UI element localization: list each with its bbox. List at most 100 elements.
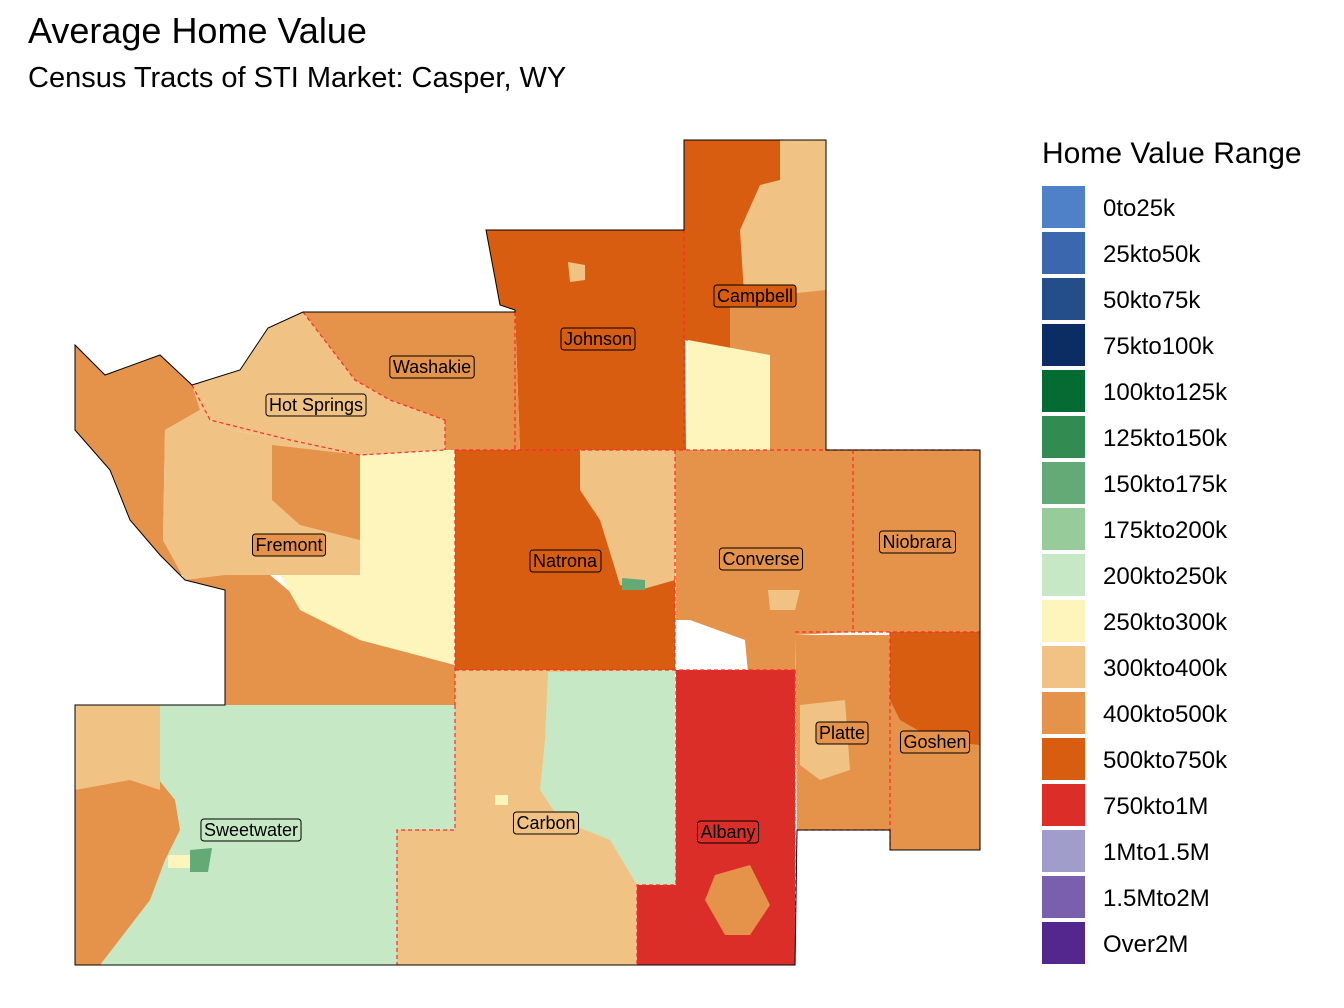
county-label-text: Goshen — [903, 732, 966, 752]
tract-polygon — [622, 578, 645, 590]
state-outline-polygon — [74, 139, 981, 966]
tract-fills — [75, 140, 980, 965]
county-label-box — [512, 811, 580, 835]
county-border — [302, 311, 446, 421]
legend-label: 200kto250k — [1103, 563, 1228, 590]
legend-label: 300kto400k — [1103, 655, 1228, 682]
tract-polygon — [730, 290, 826, 450]
county-label-box — [200, 818, 302, 842]
legend-label: 500kto750k — [1103, 747, 1228, 774]
legend-label: 125kto150k — [1103, 425, 1228, 452]
legend-swatch — [1042, 324, 1085, 366]
county-label-box — [696, 820, 760, 844]
legend-label: 250kto300k — [1103, 609, 1228, 636]
county-label: Sweetwater — [200, 818, 302, 842]
tract-polygon — [75, 705, 160, 790]
county-label: Carbon — [512, 811, 580, 835]
legend-swatch — [1042, 462, 1085, 504]
legend-label: 50kto75k — [1103, 287, 1201, 314]
county-label-box — [389, 355, 475, 379]
tract-polygon — [75, 760, 180, 965]
choropleth-map: Campbell Johnson Washakie Hot Springs Fremon… — [74, 139, 981, 966]
legend-swatch — [1042, 278, 1085, 320]
legend-swatch — [1042, 830, 1085, 872]
county-label: Goshen — [899, 730, 971, 754]
tract-polygon — [272, 445, 360, 540]
legend-swatch — [1042, 876, 1085, 918]
legend-item: 0to25k — [1042, 186, 1342, 230]
legend-label: 0to25k — [1103, 195, 1176, 222]
legend-swatch — [1042, 600, 1085, 642]
legend-swatch — [1042, 370, 1085, 412]
legend-item: 50kto75k — [1042, 278, 1342, 322]
county-label-box — [713, 284, 797, 308]
tract-polygon — [890, 632, 980, 745]
county-label-box — [265, 393, 367, 417]
county-label-text: Sweetwater — [204, 820, 298, 840]
legend-item: 175kto200k — [1042, 508, 1342, 552]
county-border — [191, 384, 446, 456]
county-label: Campbell — [713, 284, 797, 308]
legend-item: 100kto125k — [1042, 370, 1342, 414]
county-label: Hot Springs — [265, 393, 367, 417]
legend-item: 200kto250k — [1042, 554, 1342, 598]
county-border — [396, 705, 456, 965]
legend-label: 25kto50k — [1103, 241, 1201, 268]
legend-label: 150kto175k — [1103, 471, 1228, 498]
legend-item: 300kto400k — [1042, 646, 1342, 690]
legend-item: 75kto100k — [1042, 324, 1342, 368]
county-label-text: Campbell — [717, 286, 793, 306]
state-outline — [74, 139, 981, 966]
legend-item: 1Mto1.5M — [1042, 830, 1342, 874]
tract-polygon — [568, 262, 585, 282]
legend-swatch — [1042, 186, 1085, 228]
tract-polygon — [705, 865, 770, 935]
legend-label: 175kto200k — [1103, 517, 1228, 544]
legend-swatch — [1042, 922, 1085, 964]
legend-swatch — [1042, 692, 1085, 734]
legend-swatch — [1042, 554, 1085, 596]
county-label-box — [718, 547, 804, 571]
legend-swatch — [1042, 784, 1085, 826]
map-subtitle: Census Tracts of STI Market: Casper, WY — [28, 62, 567, 94]
legend-swatch — [1042, 416, 1085, 458]
county-label-box — [560, 327, 636, 351]
county-label: Albany — [696, 820, 760, 844]
county-label-box — [529, 549, 602, 573]
county-label: Platte — [815, 721, 869, 745]
county-label: Johnson — [560, 327, 636, 351]
legend-item: 150kto175k — [1042, 462, 1342, 506]
legend-item: Over2M — [1042, 922, 1342, 966]
county-border — [636, 670, 677, 965]
legend-label: 1.5Mto2M — [1103, 885, 1210, 912]
legend-label: 400kto500k — [1103, 701, 1228, 728]
county-label-box — [815, 721, 869, 745]
tract-polygon — [190, 848, 212, 872]
county-label-box — [899, 730, 971, 754]
county-label-text: Albany — [700, 822, 755, 842]
tract-polygon — [686, 340, 770, 450]
county-label-text: Platte — [819, 723, 865, 743]
legend-label: 75kto100k — [1103, 333, 1214, 360]
tract-polygon — [303, 312, 520, 450]
county-label-text: Washakie — [393, 357, 471, 377]
county-label-text: Niobrara — [882, 532, 952, 552]
legend-swatch — [1042, 232, 1085, 274]
legend-label: Over2M — [1103, 931, 1189, 958]
legend-item: 400kto500k — [1042, 692, 1342, 736]
county-label-text: Johnson — [564, 329, 632, 349]
county-label-text: Carbon — [516, 813, 575, 833]
legend-swatch — [1042, 738, 1085, 780]
legend-swatch — [1042, 646, 1085, 688]
legend-label: 100kto125k — [1103, 379, 1228, 406]
legend-item: 250kto300k — [1042, 600, 1342, 644]
tract-polygon — [740, 140, 826, 310]
county-borders — [191, 230, 980, 965]
legend-label: 750kto1M — [1103, 793, 1209, 820]
legend-item: 25kto50k — [1042, 232, 1342, 276]
map-title: Average Home Value — [28, 10, 367, 51]
legend-item: 125kto150k — [1042, 416, 1342, 460]
tract-polygon — [768, 590, 800, 610]
tract-polygon — [75, 345, 455, 705]
county-label-text: Natrona — [533, 551, 598, 571]
